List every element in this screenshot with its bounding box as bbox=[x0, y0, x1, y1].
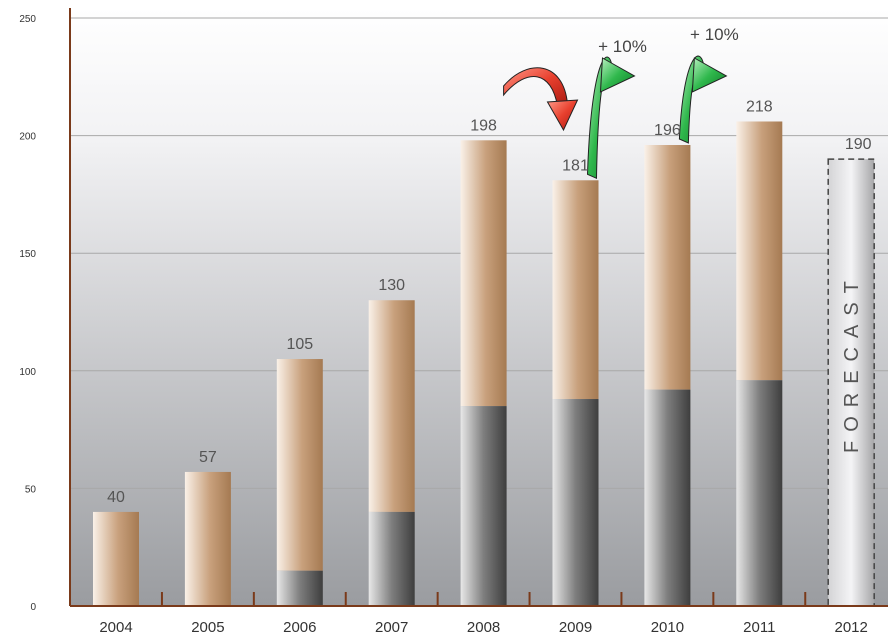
bars: FORECAST bbox=[93, 121, 875, 607]
bar-bottom-2011 bbox=[736, 380, 783, 606]
x-tick-label-2007: 2007 bbox=[375, 619, 408, 636]
value-label-2009: 181 bbox=[562, 157, 589, 174]
y-tick-label-0: 0 bbox=[30, 602, 36, 613]
value-label-2010: 196 bbox=[654, 122, 681, 139]
bar-top-2009 bbox=[552, 180, 599, 400]
bar-bottom-2007 bbox=[368, 511, 415, 606]
arrow-up-2010-2011-head bbox=[691, 57, 728, 93]
x-tick-label-2006: 2006 bbox=[283, 619, 316, 636]
bar-top-2008 bbox=[460, 140, 507, 407]
y-tick-label-200: 200 bbox=[19, 132, 36, 143]
bar-top-2006 bbox=[276, 359, 323, 571]
bar-top-2007 bbox=[368, 300, 415, 512]
bar-top-2011 bbox=[736, 121, 783, 381]
value-label-2004: 40 bbox=[107, 489, 125, 506]
y-tick-label-250: 250 bbox=[19, 14, 36, 25]
bar-bottom-2010 bbox=[644, 389, 691, 606]
value-labels: 40 57 105 130 198 181 196 218 190 bbox=[107, 98, 872, 505]
arrow-down-2008-2009-head bbox=[546, 99, 579, 132]
x-tick-label-2012: 2012 bbox=[835, 619, 868, 636]
value-label-2006: 105 bbox=[286, 336, 313, 353]
arrow-up-2009-2010 bbox=[586, 56, 636, 180]
x-tick-label-2011: 2011 bbox=[743, 619, 775, 636]
growth-arrows: + 10% + 10% bbox=[503, 25, 739, 180]
bar-bottom-2008 bbox=[460, 406, 507, 606]
axes bbox=[69, 8, 888, 607]
bar-top-2004 bbox=[93, 511, 139, 606]
bar-bottom-2006 bbox=[276, 570, 323, 606]
x-tick-label-2010: 2010 bbox=[651, 619, 684, 636]
y-tick-label-100: 100 bbox=[19, 367, 36, 378]
y-tick-label-150: 150 bbox=[19, 249, 36, 260]
value-label-2005: 57 bbox=[199, 449, 217, 466]
forecast-label: FORECAST bbox=[841, 272, 863, 453]
x-tick-label-2004: 2004 bbox=[99, 619, 132, 636]
bar-bottom-2009 bbox=[552, 399, 599, 606]
y-tick-label-50: 50 bbox=[25, 484, 37, 495]
value-label-2011: 218 bbox=[746, 98, 773, 115]
annotation-label-2010-2011: + 10% bbox=[690, 25, 739, 44]
arrow-down-2008-2009 bbox=[503, 67, 579, 132]
bar-top-2005 bbox=[184, 471, 231, 606]
arrow-up-2010-2011 bbox=[678, 55, 728, 144]
forecast-bar-2012 bbox=[827, 158, 875, 607]
arrow-up-2009-2010-head bbox=[599, 57, 636, 93]
bar-top-2010 bbox=[644, 145, 691, 390]
value-label-2008: 198 bbox=[470, 117, 497, 134]
annotation-label-2009-2010: + 10% bbox=[598, 37, 647, 56]
y-axis-ticks: 0 50 100 150 200 250 bbox=[19, 14, 36, 613]
value-label-2007: 130 bbox=[378, 277, 405, 294]
x-tick-label-2005: 2005 bbox=[191, 619, 224, 636]
x-tick-label-2009: 2009 bbox=[559, 619, 592, 636]
x-tick-label-2008: 2008 bbox=[467, 619, 500, 636]
value-label-2012: 190 bbox=[845, 136, 872, 153]
x-axis-ticks: 2004 2005 2006 2007 2008 2009 2010 2011 2012 bbox=[99, 592, 868, 636]
